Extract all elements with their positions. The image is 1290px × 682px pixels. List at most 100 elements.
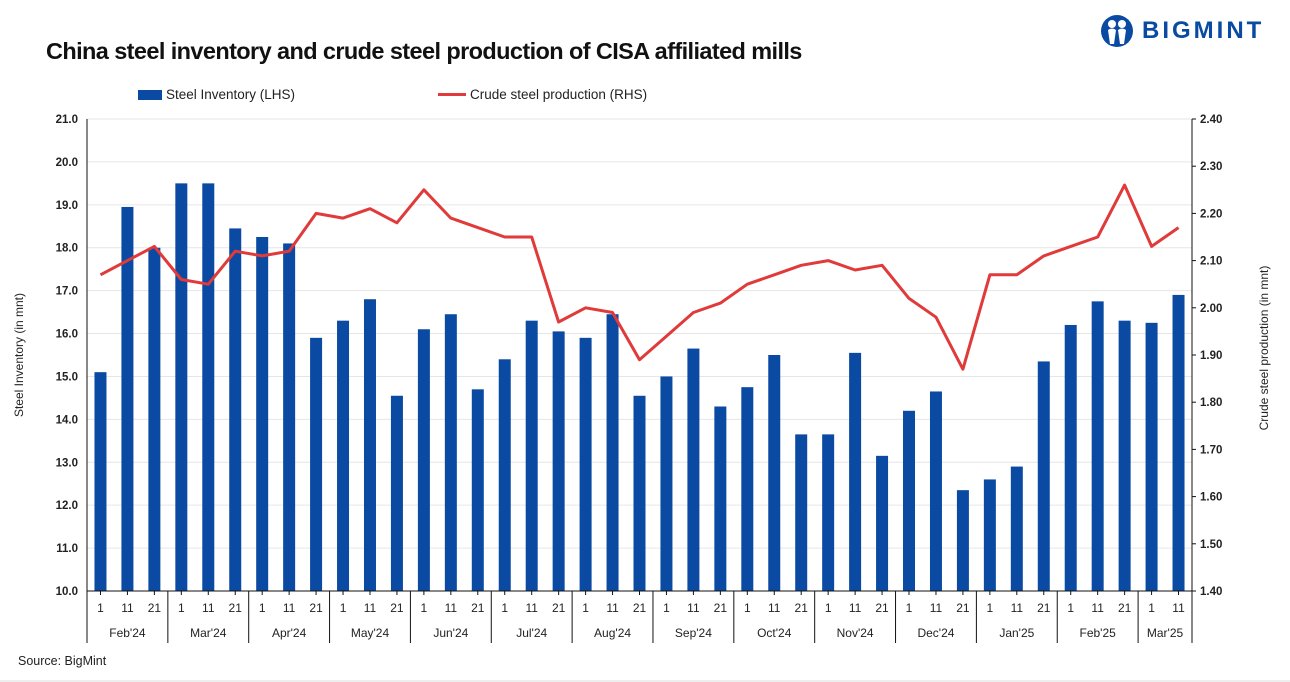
bar-steel-inventory: [525, 320, 538, 591]
x-month-label: Feb'24: [109, 626, 146, 640]
brand-logo: BIGMINT: [1100, 14, 1264, 48]
left-tick-label: 17.0: [56, 286, 78, 298]
x-tick-day-label: 21: [229, 601, 243, 615]
bar-steel-inventory: [310, 337, 323, 591]
bar-steel-inventory: [390, 395, 403, 591]
right-tick-label: 2.00: [1200, 303, 1222, 315]
bar-steel-inventory: [256, 237, 269, 591]
right-tick-label: 1.60: [1200, 492, 1222, 504]
bar-steel-inventory: [687, 348, 700, 591]
x-tick-day-label: 1: [987, 601, 994, 615]
bar-steel-inventory: [1091, 301, 1104, 591]
x-tick-day-label: 1: [825, 601, 832, 615]
x-tick-day-label: 11: [364, 601, 377, 615]
x-tick-day-label: 11: [687, 601, 700, 615]
x-tick-day-label: 1: [663, 601, 670, 615]
right-tick-label: 2.20: [1200, 208, 1222, 220]
bar-steel-inventory: [606, 314, 619, 591]
x-tick-day-label: 11: [202, 601, 215, 615]
bigmint-people-logo-icon: [1101, 15, 1133, 47]
left-tick-label: 21.0: [56, 114, 78, 126]
x-tick-day-label: 21: [795, 601, 809, 615]
x-tick-day-label: 21: [875, 601, 889, 615]
right-axis-ticks: 1.40 1.50 1.60 1.70 1.80 1.90 2.00 2.10 2.20 2.30…: [1192, 114, 1222, 598]
bar-steel-inventory: [498, 359, 511, 591]
left-tick-label: 20.0: [56, 157, 78, 169]
bar-steel-inventory: [849, 352, 862, 591]
x-tick-day-label: 11: [1011, 601, 1024, 615]
bar-steel-inventory: [175, 183, 188, 591]
x-month-label: Nov'24: [837, 626, 874, 640]
bar-steel-inventory: [876, 455, 889, 591]
x-tick-day-label: 1: [1067, 601, 1074, 615]
x-tick-day-label: 11: [445, 601, 458, 615]
bar-steel-inventory: [121, 206, 134, 592]
right-axis-title: Crude steel production (in mnt): [1257, 266, 1271, 431]
bar-steel-inventory: [363, 299, 376, 591]
left-tick-label: 10.0: [56, 586, 78, 598]
x-tick-day-label: 21: [148, 601, 162, 615]
bar-steel-inventory: [148, 247, 161, 591]
bar-steel-inventory: [633, 395, 646, 591]
legend-label-steel-inventory: Steel Inventory (LHS): [166, 87, 296, 102]
x-tick-day-label: 21: [390, 601, 404, 615]
legend-item-crude-steel: Crude steel production (RHS): [438, 87, 647, 102]
bar-steel-inventory: [983, 479, 996, 591]
x-tick-day-label: 1: [744, 601, 751, 615]
x-month-label: Apr'24: [272, 626, 307, 640]
bar-steel-inventory: [741, 387, 754, 591]
x-tick-day-label: 21: [633, 601, 647, 615]
x-month-label: Feb'25: [1080, 626, 1117, 640]
bar-steel-inventory: [660, 376, 673, 591]
bar-steel-inventory: [929, 391, 942, 591]
bar-steel-inventory: [202, 183, 215, 591]
bar-steel-inventory: [1145, 322, 1158, 591]
left-tick-label: 14.0: [56, 414, 78, 426]
bar-steel-inventory: [337, 320, 350, 591]
x-tick-day-label: 11: [1172, 601, 1185, 615]
bar-steel-inventory: [903, 410, 916, 591]
bar-steel-inventory: [822, 434, 835, 591]
x-month-label: Jul'24: [516, 626, 547, 640]
source-note: Source: BigMint: [18, 654, 107, 668]
bar-steel-inventory: [768, 355, 781, 591]
bar-steel-inventory: [714, 406, 727, 591]
bar-steel-inventory: [1064, 324, 1077, 591]
x-tick-day-label: 21: [1118, 601, 1132, 615]
left-tick-label: 13.0: [56, 457, 78, 469]
bar-steel-inventory: [552, 331, 565, 591]
x-month-label: Jan'25: [999, 626, 1034, 640]
x-tick-day-label: 21: [1037, 601, 1051, 615]
x-tick-day-label: 1: [421, 601, 428, 615]
left-axis-title: Steel Inventory (in mnt): [12, 293, 26, 417]
x-tick-day-label: 1: [259, 601, 266, 615]
x-month-label: Mar'24: [190, 626, 227, 640]
x-month-label: Mar'25: [1147, 626, 1184, 640]
x-tick-day-label: 1: [501, 601, 508, 615]
x-tick-day-label: 1: [97, 601, 104, 615]
legend-line-swatch: [438, 93, 466, 96]
x-month-label: Dec'24: [917, 626, 954, 640]
x-tick-day-label: 11: [121, 601, 134, 615]
x-tick-day-label: 1: [1148, 601, 1155, 615]
x-month-label: Jun'24: [433, 626, 468, 640]
x-month-label: Aug'24: [594, 626, 631, 640]
x-tick-day-label: 1: [178, 601, 185, 615]
bar-steel-inventory: [579, 337, 592, 591]
right-tick-label: 1.90: [1200, 350, 1222, 362]
x-month-label: Oct'24: [757, 626, 792, 640]
x-tick-day-label: 11: [768, 601, 781, 615]
x-tick-day-label: 11: [849, 601, 862, 615]
x-tick-day-label: 11: [1091, 601, 1104, 615]
bar-steel-inventory: [444, 314, 457, 591]
left-tick-label: 19.0: [56, 200, 78, 212]
left-tick-label: 12.0: [56, 500, 78, 512]
left-tick-label: 18.0: [56, 243, 78, 255]
legend-bar-swatch: [138, 89, 162, 100]
right-tick-label: 1.40: [1200, 586, 1222, 598]
x-tick-day-label: 21: [309, 601, 323, 615]
right-tick-label: 2.10: [1200, 256, 1222, 268]
legend-item-steel-inventory: Steel Inventory (LHS): [138, 87, 295, 102]
